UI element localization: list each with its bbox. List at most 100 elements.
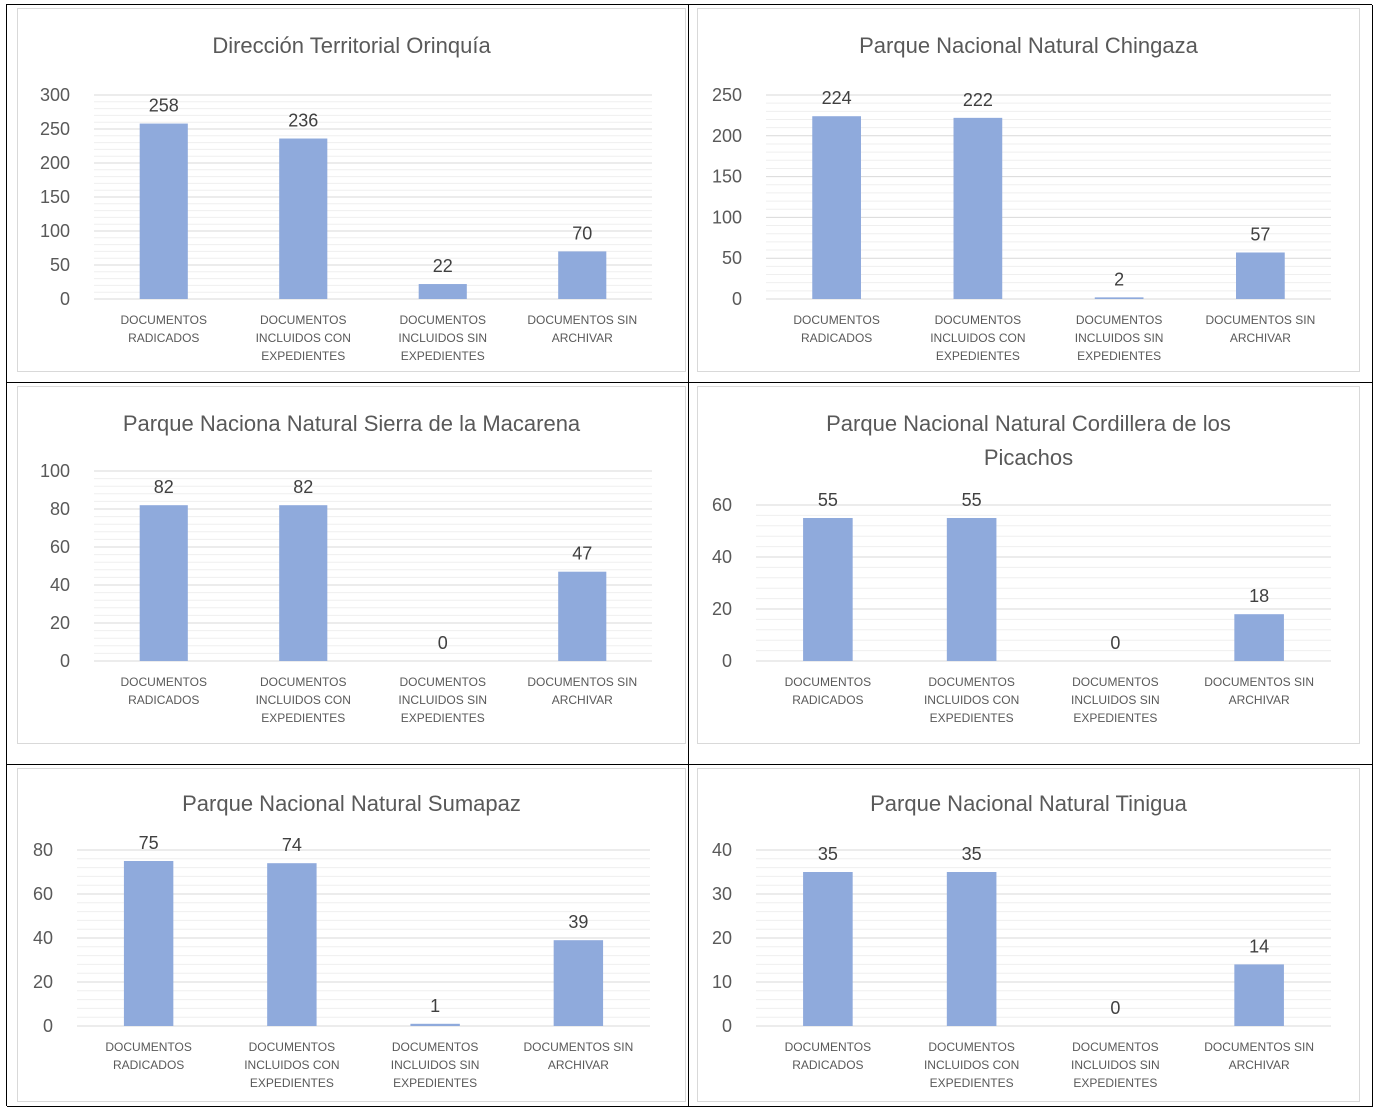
- y-tick-label: 20: [712, 599, 732, 619]
- category-label-line: EXPEDIENTES: [930, 711, 1014, 725]
- category-label: DOCUMENTOS RADICADOS: [121, 313, 207, 345]
- category-label-line: INCLUIDOS CON: [256, 331, 351, 345]
- category-label-line: EXPEDIENTES: [936, 349, 1020, 363]
- category-label-line: INCLUIDOS CON: [256, 693, 351, 707]
- category-label-line: INCLUIDOS CON: [244, 1058, 339, 1072]
- chart-pnn-tinigua: Parque Nacional Natural Tinigua 0 10 20 30 40…: [697, 768, 1360, 1102]
- category-label-line: EXPEDIENTES: [1077, 349, 1161, 363]
- category-label-line: RADICADOS: [113, 1058, 184, 1072]
- category-label: DOCUMENTOS SIN ARCHIVAR: [527, 313, 637, 345]
- category-label: DOCUMENTOS INCLUIDOS SIN EXPEDIENTES: [1071, 675, 1160, 725]
- data-label: 0: [1110, 633, 1120, 653]
- y-tick-label: 0: [722, 651, 732, 671]
- chart-pnn-cordillera-de-los-picachos: Parque Nacional Natural Cordillera de lo…: [697, 386, 1360, 744]
- category-label-line: DOCUMENTOS: [1072, 675, 1158, 689]
- chart-pnn-chingaza: Parque Nacional Natural Chingaza 0 50 100 15…: [697, 8, 1360, 372]
- y-tick-label: 50: [50, 255, 70, 275]
- category-label-line: ARCHIVAR: [548, 1058, 609, 1072]
- category-label-line: EXPEDIENTES: [1073, 711, 1157, 725]
- bar: [803, 518, 853, 661]
- chart-title-line: Parque Nacional Natural Tinigua: [870, 791, 1188, 816]
- y-tick-label: 0: [43, 1016, 53, 1036]
- category-label-line: DOCUMENTOS: [121, 675, 207, 689]
- y-tick-label: 40: [50, 575, 70, 595]
- category-label-line: DOCUMENTOS SIN: [1204, 675, 1314, 689]
- chart-title: Parque Nacional Natural Sumapaz: [182, 791, 521, 816]
- category-label-line: EXPEDIENTES: [930, 1076, 1014, 1090]
- category-label-line: EXPEDIENTES: [261, 711, 345, 725]
- category-label-line: INCLUIDOS SIN: [398, 331, 487, 345]
- category-label-line: DOCUMENTOS SIN: [1204, 1040, 1314, 1054]
- data-label: 39: [568, 912, 588, 932]
- data-label: 0: [1110, 998, 1120, 1018]
- chart-svg: Dirección Territorial Orinquía 0 50 100 150 2…: [40, 33, 652, 363]
- bar: [418, 284, 467, 299]
- category-label-line: DOCUMENTOS: [785, 1040, 871, 1054]
- category-label-line: DOCUMENTOS: [785, 675, 871, 689]
- data-label: 55: [962, 490, 982, 510]
- chart-title: Parque Naciona Natural Sierra de la Maca…: [123, 411, 581, 436]
- y-tick-label: 80: [33, 840, 53, 860]
- category-label-line: DOCUMENTOS: [400, 313, 486, 327]
- chart-svg: Parque Nacional Natural Sumapaz 0 20 40 60 80…: [33, 791, 650, 1090]
- table-cell-4: [689, 383, 1373, 765]
- category-label-line: INCLUIDOS SIN: [391, 1058, 480, 1072]
- data-label: 75: [139, 833, 159, 853]
- category-label: DOCUMENTOS RADICADOS: [793, 313, 879, 345]
- category-label-line: DOCUMENTOS: [935, 313, 1021, 327]
- bar: [1234, 964, 1284, 1026]
- category-label-line: INCLUIDOS SIN: [1071, 1058, 1160, 1072]
- category-label-line: EXPEDIENTES: [393, 1076, 477, 1090]
- charts-table: [6, 4, 1373, 1107]
- bar: [1234, 614, 1284, 661]
- category-label-line: INCLUIDOS CON: [924, 1058, 1019, 1072]
- chart-title: Parque Nacional Natural Tinigua: [870, 791, 1188, 816]
- category-label-line: ARCHIVAR: [1229, 1058, 1290, 1072]
- category-label-line: DOCUMENTOS: [1076, 313, 1162, 327]
- data-label: 14: [1249, 936, 1269, 956]
- category-label: DOCUMENTOS INCLUIDOS CON EXPEDIENTES: [924, 675, 1019, 725]
- category-label-line: DOCUMENTOS: [392, 1040, 478, 1054]
- data-label: 224: [822, 88, 852, 108]
- category-label-line: DOCUMENTOS: [260, 675, 346, 689]
- category-label-line: INCLUIDOS SIN: [398, 693, 487, 707]
- data-label: 55: [818, 490, 838, 510]
- category-label: DOCUMENTOS SIN ARCHIVAR: [1204, 675, 1314, 707]
- data-label: 22: [433, 256, 453, 276]
- category-label-line: EXPEDIENTES: [1073, 1076, 1157, 1090]
- y-tick-label: 50: [722, 248, 742, 268]
- category-label-line: ARCHIVAR: [1230, 331, 1291, 345]
- category-label-line: DOCUMENTOS SIN: [527, 313, 637, 327]
- category-label-line: INCLUIDOS SIN: [1071, 693, 1160, 707]
- category-label: DOCUMENTOS INCLUIDOS SIN EXPEDIENTES: [398, 313, 487, 363]
- table-cell-1: [7, 5, 689, 383]
- data-label: 35: [818, 844, 838, 864]
- chart-title-line: Parque Nacional Natural Chingaza: [859, 33, 1199, 58]
- category-label-line: DOCUMENTOS: [928, 1040, 1014, 1054]
- data-label: 0: [438, 633, 448, 653]
- category-label-line: DOCUMENTOS SIN: [1205, 313, 1315, 327]
- y-tick-label: 100: [40, 461, 70, 481]
- bar: [1094, 297, 1144, 299]
- bar: [946, 518, 997, 661]
- category-label-line: ARCHIVAR: [552, 693, 613, 707]
- data-label: 70: [572, 223, 592, 243]
- category-label-line: DOCUMENTOS SIN: [523, 1040, 633, 1054]
- category-label-line: RADICADOS: [792, 1058, 863, 1072]
- bar: [812, 116, 861, 299]
- data-label: 1: [430, 996, 440, 1016]
- chart-title-line: Parque Nacional Natural Sumapaz: [182, 791, 521, 816]
- bar: [558, 251, 607, 299]
- y-tick-label: 60: [50, 537, 70, 557]
- category-label-line: EXPEDIENTES: [250, 1076, 334, 1090]
- data-label: 2: [1114, 269, 1124, 289]
- y-tick-label: 100: [40, 221, 70, 241]
- chart-svg: Parque Naciona Natural Sierra de la Maca…: [40, 411, 652, 725]
- table-cell-5: [7, 765, 689, 1107]
- chart-pnn-sumapaz: Parque Nacional Natural Sumapaz 0 20 40 60 80…: [17, 768, 686, 1102]
- category-label-line: DOCUMENTOS: [249, 1040, 335, 1054]
- chart-pnn-sierra-de-la-macarena: Parque Naciona Natural Sierra de la Maca…: [17, 386, 686, 744]
- chart-title-line: Picachos: [984, 445, 1073, 470]
- bar: [946, 872, 997, 1026]
- category-label: DOCUMENTOS INCLUIDOS CON EXPEDIENTES: [256, 675, 351, 725]
